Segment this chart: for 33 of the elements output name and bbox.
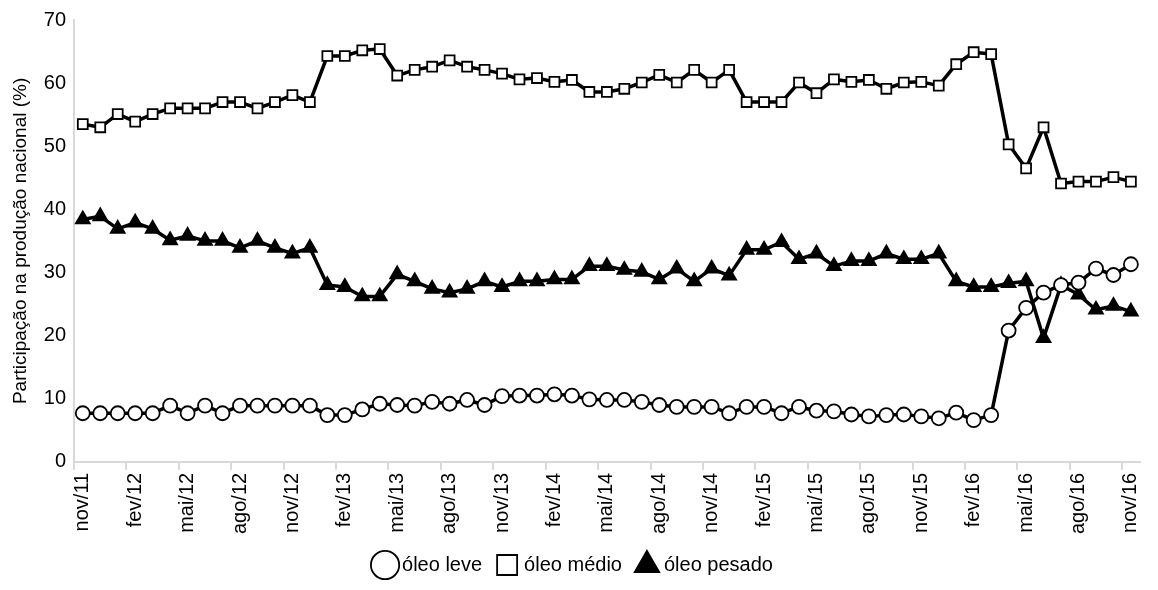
y-tick-label: 50 — [43, 133, 67, 156]
x-tick-label: nov/16 — [1118, 472, 1141, 533]
y-tick-label: 10 — [43, 386, 67, 409]
x-tick-label: ago/12 — [227, 472, 250, 534]
x-tick-label: fev/15 — [751, 472, 774, 528]
x-tick-label: fev/14 — [541, 472, 564, 528]
x-tick-label: nov/11 — [70, 472, 93, 532]
x-tick-label: ago/16 — [1066, 472, 1089, 534]
x-tick-label: mai/15 — [803, 472, 826, 533]
x-tick-label: mai/14 — [594, 472, 617, 533]
y-tick-label: 30 — [43, 259, 67, 282]
legend-label: óleo médio — [524, 552, 622, 575]
x-tick-label: fev/16 — [961, 472, 984, 528]
x-tick-label: mai/13 — [384, 472, 407, 533]
x-tick-label: nov/15 — [908, 472, 931, 533]
y-tick-label: 20 — [43, 323, 67, 346]
x-tick-label: nov/14 — [699, 472, 722, 533]
x-tick-label: nov/12 — [279, 472, 302, 533]
legend-label: óleo pesado — [663, 552, 773, 575]
x-tick-label: ago/13 — [437, 472, 460, 534]
x-tick-label: mai/12 — [175, 472, 198, 533]
x-tick-label: ago/15 — [856, 472, 879, 534]
x-tick-label: fev/13 — [332, 472, 355, 528]
y-tick-label: 0 — [54, 449, 67, 472]
x-tick-label: nov/13 — [489, 472, 512, 533]
x-tick-label: ago/14 — [646, 472, 669, 534]
y-tick-label: 40 — [43, 196, 67, 219]
x-tick-label: mai/16 — [1013, 472, 1036, 533]
x-tick-label: fev/12 — [122, 472, 145, 528]
y-tick-label: 60 — [43, 70, 67, 93]
y-tick-label: 70 — [43, 7, 67, 30]
legend-label: óleo leve — [402, 552, 483, 575]
y-axis-title: Participação na produção nacional (%) — [8, 77, 30, 405]
